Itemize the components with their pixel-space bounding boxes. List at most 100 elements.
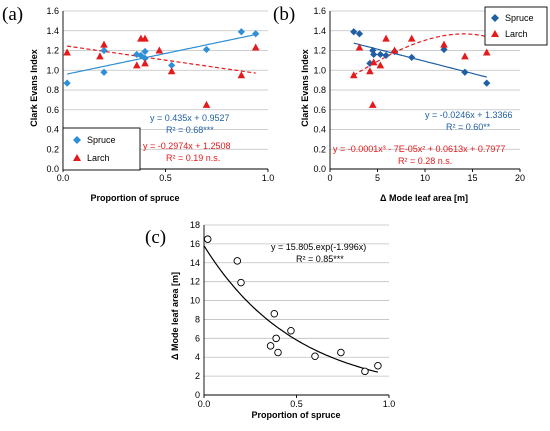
data-point-spruce [382, 51, 390, 60]
data-point [237, 278, 245, 287]
panel-b-xtick-label: 15 [467, 173, 477, 183]
panel-b-xlabel: Δ Mode leaf area [m] [380, 193, 468, 203]
data-point-larch [368, 100, 377, 108]
panel-a-letter: (a) [2, 4, 23, 25]
legend-spruce-label: Spruce [87, 135, 116, 145]
panel-c-xtick-label: 0.5 [290, 399, 303, 409]
panel-c-ytick-label: 16 [190, 239, 200, 249]
data-point [287, 327, 295, 335]
data-point [311, 352, 319, 361]
panel-a-ytick-label: 1.6 [46, 6, 59, 16]
panel-a-ytick-label: 1.2 [46, 46, 59, 56]
data-point-larch [440, 40, 448, 48]
panel-c-ylabel: Δ Mode leaf area [m] [170, 272, 180, 360]
data-point [361, 367, 369, 376]
data-point [274, 348, 282, 357]
data-point [337, 348, 345, 357]
data-point-larch [167, 67, 176, 75]
panel-b-xtick-label: 20 [515, 173, 525, 183]
panel-a-larch-r2: R² = 0.19 n.s. [166, 153, 220, 163]
panel-b-spruce-equation: y = -0.0246x + 1.3366 [425, 110, 513, 120]
panel-a-fit-line [66, 33, 256, 75]
data-point-larch [376, 61, 385, 69]
panel-c-ytick-label: 12 [190, 277, 200, 287]
panel-a: (a) Clark Evans Index Proportion of spru… [2, 4, 274, 203]
data-point-larch [251, 43, 260, 51]
data-point-larch [100, 40, 108, 48]
panel-b-ytick-label: 0.0 [313, 164, 326, 174]
panel-a-ytick-label: 0.0 [46, 164, 59, 174]
legend-larch-label: Larch [87, 153, 110, 163]
panel-b-fit-line [353, 33, 487, 76]
data-point [233, 257, 242, 265]
panel-b-larch-r2: R² = 0.28 n.s. [398, 156, 452, 166]
legend-larch-label: Larch [505, 29, 528, 39]
panel-b-ylabel: Clark Evans Index [300, 49, 310, 127]
panel-a-ytick-label: 0.4 [46, 125, 59, 135]
data-point [272, 334, 280, 343]
panel-a-ytick-label: 0.2 [46, 144, 59, 154]
data-point-larch [366, 67, 374, 75]
panel-a-ytick-label: 1.0 [46, 65, 59, 75]
panel-b-xtick-label: 0 [327, 173, 332, 183]
data-point-larch [407, 34, 416, 42]
data-point-spruce [168, 61, 176, 69]
legend-larch-marker [491, 30, 499, 37]
panel-c-xtick-label: 1.0 [383, 399, 396, 409]
data-point-larch [141, 34, 149, 42]
panel-a-spruce-r2: R² = 0.68*** [166, 125, 214, 135]
data-point-larch [382, 34, 390, 42]
data-point-larch [482, 48, 491, 56]
data-point-spruce [100, 68, 108, 76]
data-point-spruce [376, 50, 384, 59]
panel-a-spruce-equation: y = 0.435x + 0.9527 [150, 113, 230, 123]
panel-b-legend: Spruce Larch [484, 6, 548, 46]
data-point-spruce [440, 45, 448, 54]
panel-b-ytick-label: 1.6 [313, 6, 326, 16]
panel-c-ytick-label: 8 [195, 314, 200, 324]
data-point-larch [390, 46, 399, 54]
legend-spruce-marker [491, 14, 499, 22]
panel-a-legend: Spruce Larch [62, 127, 141, 171]
legend-spruce-marker [73, 136, 81, 144]
data-point-spruce [350, 28, 358, 36]
panel-b-larch-equation: y = -0.0001x³ - 7E-05x² + 0.0613x + 0.79… [333, 144, 505, 154]
data-point-larch [63, 48, 71, 56]
panel-c-equation: y = 15.805.exp(-1.996x) [271, 242, 366, 252]
panel-a-larch-equation: y = -0.2974x + 1.2508 [143, 141, 231, 151]
panel-c-r2: R² = 0.85*** [296, 254, 344, 264]
data-point-larch [155, 46, 164, 54]
panel-c-ytick-label: 6 [195, 333, 200, 343]
data-point-spruce [141, 47, 149, 56]
data-point-larch [141, 59, 149, 67]
panel-a-ylabel: Clark Evans Index [29, 49, 39, 127]
panel-c-ytick-label: 18 [190, 220, 200, 230]
data-point-spruce [63, 79, 71, 87]
panel-c-xlabel: Proportion of spruce [251, 410, 340, 420]
panel-b-xtick-label: 5 [375, 173, 380, 183]
data-point-spruce [202, 45, 211, 54]
data-point-larch [237, 71, 246, 79]
panel-c-ytick-label: 10 [190, 296, 200, 306]
panel-b-ytick-label: 0.4 [313, 125, 326, 135]
panel-a-xtick-label: 0.5 [159, 173, 172, 183]
data-point-spruce [141, 54, 149, 62]
panel-a-xlabel: Proportion of spruce [90, 193, 179, 203]
data-point-spruce [252, 30, 260, 38]
panel-b: (b) Clark Evans Index Δ Mode leaf area [… [273, 4, 548, 203]
data-point-spruce [355, 30, 364, 38]
panel-a-xtick-label: 1.0 [262, 173, 275, 183]
data-point-larch [369, 58, 378, 66]
legend-spruce-label: Spruce [505, 13, 534, 23]
data-point-larch [355, 43, 364, 51]
panel-a-ytick-label: 0.8 [46, 85, 59, 95]
data-point-larch [461, 52, 469, 60]
data-point-larch [96, 52, 104, 60]
panel-b-xtick-label: 10 [420, 173, 430, 183]
data-point-spruce [237, 28, 245, 36]
data-point-spruce [408, 53, 416, 62]
data-point-larch [349, 71, 358, 79]
panel-b-ytick-label: 0.6 [313, 105, 326, 115]
panel-a-xtick-label: 0.0 [57, 173, 70, 183]
panel-b-ytick-label: 0.8 [313, 85, 326, 95]
